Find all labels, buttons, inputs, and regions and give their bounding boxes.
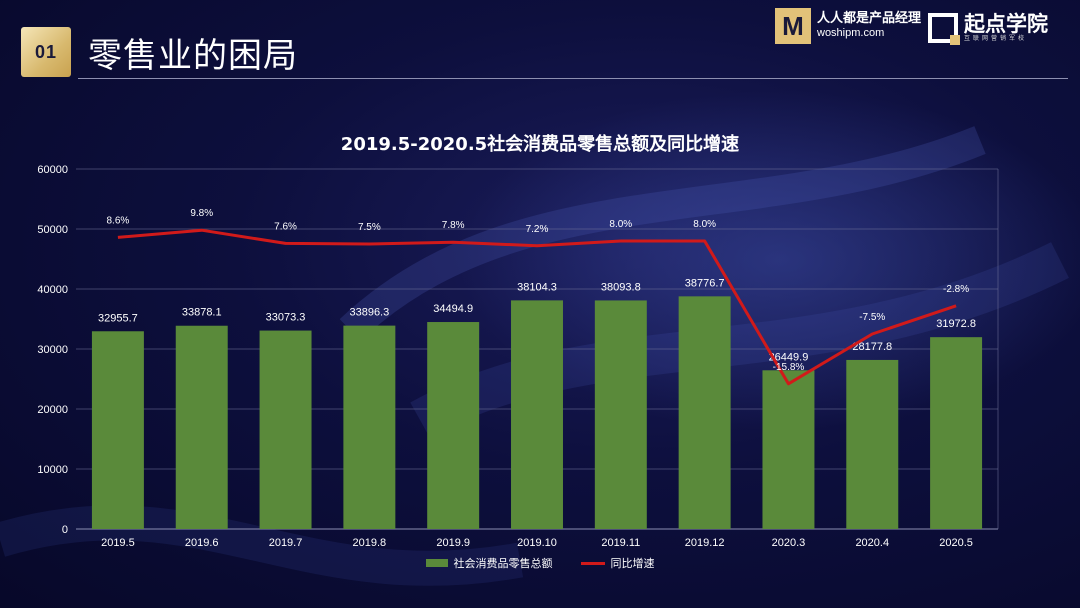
bar [427, 322, 480, 529]
bar [846, 359, 899, 529]
y-tick-label: 60000 [37, 164, 68, 176]
growth-labels: 8.6% 9.8% 7.6% 7.5% 7.8% 7.2% 8.0% 8.0% -15.8% -7… [107, 208, 970, 373]
legend-line-label: 同比增速 [610, 557, 655, 570]
bar-value-label: 38093.8 [601, 281, 641, 293]
growth-value-label: 7.2% [526, 224, 549, 235]
growth-value-label: -2.8% [943, 284, 969, 295]
woshipm-logo: M 人人都是产品经理 woshipm.com [775, 6, 921, 46]
section-number-badge: 01 [21, 27, 71, 77]
x-tick-label: 2019.10 [517, 537, 557, 549]
bar-value-label: 28177.8 [852, 341, 892, 353]
x-tick-label: 2019.5 [101, 537, 135, 549]
bar-value-label: 26449.9 [769, 351, 809, 363]
bar [511, 300, 563, 529]
y-axis-ticks: 0 10000 20000 30000 40000 50000 60000 [37, 164, 68, 536]
x-tick-label: 2020.4 [855, 537, 889, 549]
page-title: 零售业的困局 [88, 36, 298, 76]
x-tick-label: 2019.7 [269, 537, 303, 549]
legend-bar-swatch [425, 559, 448, 567]
qidian-logo: 起点学院 互联网营销军校 [928, 8, 1048, 48]
x-tick-label: 2019.6 [185, 537, 219, 549]
growth-value-label: -15.8% [773, 362, 805, 373]
x-tick-label: 2020.5 [939, 537, 973, 549]
y-tick-label: 50000 [37, 224, 68, 236]
x-tick-label: 2019.11 [601, 537, 640, 549]
chart-title: 2019.5-2020.5社会消费品零售总额及同比增速 [340, 134, 740, 155]
bar [175, 325, 228, 529]
bar [762, 370, 815, 529]
slide-header: 01 零售业的困局 M 人人都是产品经理 woshipm.com 起点学院 互联… [0, 0, 1080, 80]
legend-item-bar: 社会消费品零售总额 [425, 555, 553, 571]
legend-line-swatch [580, 561, 605, 565]
x-axis-ticks: 2019.5 2019.6 2019.7 2019.8 2019.9 2019.10 201… [101, 537, 973, 549]
bar-value-label: 38776.7 [685, 277, 725, 289]
x-tick-label: 2019.12 [685, 537, 725, 549]
bar-value-label: 33878.1 [182, 307, 222, 319]
growth-line-path [117, 228, 957, 386]
woshipm-url: woshipm.com [817, 27, 885, 40]
bars [91, 296, 983, 529]
y-tick-label: 30000 [37, 344, 68, 356]
bar-value-label: 33073.3 [266, 312, 306, 324]
bar-value-label: 34494.9 [433, 303, 473, 315]
legend-item-line: 同比增速 [580, 555, 655, 571]
bar-labels: 32955.7 33878.1 33073.3 33896.3 34494.9 38104… [98, 277, 976, 363]
bar-value-label: 31972.8 [936, 318, 976, 330]
y-tick-label: 10000 [37, 464, 68, 476]
bar [91, 331, 144, 529]
growth-value-label: 8.0% [693, 219, 716, 230]
y-tick-label: 0 [62, 524, 68, 536]
woshipm-logo-icon: M [775, 8, 811, 44]
growth-line [117, 228, 957, 386]
legend-bar-label: 社会消费品零售总额 [453, 557, 553, 570]
x-tick-label: 2019.9 [436, 537, 470, 549]
growth-value-label: 8.6% [107, 215, 130, 226]
bar-value-label: 38104.3 [517, 281, 557, 293]
title-divider [78, 78, 1068, 79]
woshipm-name: 人人都是产品经理 [817, 11, 922, 27]
bar [678, 296, 731, 529]
qidian-subtitle: 互联网营销军校 [964, 35, 1028, 43]
chart-legend: 社会消费品零售总额 同比增速 [0, 555, 1080, 571]
qidian-logo-icon [928, 13, 960, 45]
growth-value-label: 7.5% [358, 222, 381, 233]
x-tick-label: 2019.8 [353, 537, 387, 549]
growth-value-label: 9.8% [190, 208, 213, 219]
bar [930, 337, 983, 529]
growth-value-label: -7.5% [859, 312, 885, 323]
y-tick-label: 20000 [37, 404, 68, 416]
x-tick-label: 2020.3 [772, 537, 806, 549]
bar [594, 300, 647, 529]
bar-value-label: 32955.7 [98, 312, 138, 324]
growth-value-label: 7.6% [274, 221, 297, 232]
qidian-name: 起点学院 [964, 12, 1048, 37]
bar [343, 325, 396, 529]
growth-value-label: 7.8% [442, 220, 465, 231]
y-tick-label: 40000 [37, 284, 68, 296]
bar-value-label: 33896.3 [349, 307, 389, 319]
growth-value-label: 8.0% [609, 219, 632, 230]
bar [259, 330, 312, 529]
